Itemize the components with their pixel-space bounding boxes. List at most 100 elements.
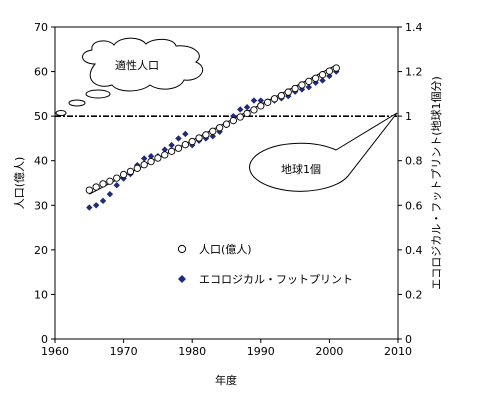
population-point — [243, 109, 251, 118]
footprint-point — [243, 104, 251, 111]
y2-tick-label: 0 — [405, 333, 412, 346]
cloud-bubble-small — [55, 110, 67, 116]
footprint-point — [168, 141, 175, 149]
y2-tick-label: 0.4 — [405, 244, 423, 257]
x-tick-label: 1960 — [41, 345, 69, 358]
population-point — [174, 144, 183, 152]
cloud-shape — [82, 37, 204, 92]
population-point — [250, 106, 258, 114]
population-point — [277, 91, 286, 100]
y-tick-label: 30 — [34, 199, 48, 212]
footprint-point — [113, 182, 120, 189]
footprint-point — [326, 72, 333, 80]
x-tick-label: 1980 — [178, 345, 206, 358]
thought-cloud-annotation: 適性人口 — [55, 37, 204, 116]
population-point — [126, 167, 135, 176]
legend-label-footprint: エコロジカル・フットプリント — [199, 273, 353, 286]
population-point — [270, 95, 279, 103]
x-tick-label: 1970 — [110, 345, 138, 358]
callout-shape — [249, 112, 398, 192]
x-axis-title: 年度 — [215, 373, 237, 387]
population-point — [140, 161, 148, 169]
y2-tick-label: 0.6 — [405, 199, 423, 212]
y-tick-label: 60 — [34, 66, 48, 79]
footprint-point — [140, 155, 148, 162]
footprint-point — [257, 97, 264, 104]
legend: 人口(億人) エコロジカル・フットプリント — [177, 243, 353, 286]
population-point — [291, 84, 299, 93]
population-point — [106, 177, 114, 185]
population-point — [284, 88, 292, 96]
population-point — [264, 98, 272, 106]
y-tick-label: 40 — [34, 155, 48, 168]
y2-axis-ticks: 0 0.2 0.4 0.6 0.8 1 1.2 1.4 — [398, 21, 423, 346]
y2-tick-label: 0.8 — [405, 155, 423, 168]
population-point — [236, 113, 244, 121]
population-point — [119, 170, 128, 179]
footprint-point — [86, 204, 93, 211]
legend-marker-footprint — [178, 275, 186, 283]
y2-tick-label: 1 — [405, 110, 412, 123]
footprint-point — [305, 83, 313, 91]
callout-label: 地球1個 — [281, 162, 321, 176]
population-point — [113, 174, 121, 182]
population-point — [161, 151, 169, 159]
population-series — [85, 64, 340, 194]
x-tick-label: 2000 — [315, 345, 343, 358]
footprint-point — [319, 77, 326, 84]
population-point — [318, 71, 327, 79]
x-tick-label: 2010 — [384, 345, 412, 358]
footprint-point — [237, 106, 244, 113]
footprint-point — [250, 97, 258, 104]
population-point — [202, 131, 210, 139]
population-point — [154, 154, 162, 162]
population-point — [99, 180, 107, 188]
y-tick-label: 70 — [34, 21, 48, 34]
population-point — [167, 147, 176, 156]
legend-marker-population — [177, 244, 187, 254]
y-tick-label: 0 — [41, 333, 48, 346]
population-point — [325, 67, 334, 75]
x-axis-ticks: 1960 1970 1980 1990 2000 2010 — [41, 339, 412, 358]
y2-axis-title: エコロジカル・フットプリント(地球1個分) — [429, 76, 443, 290]
footprint-point — [209, 133, 216, 140]
y2-tick-label: 1.4 — [405, 21, 423, 34]
population-point — [222, 120, 231, 128]
population-point — [215, 124, 224, 132]
population-point — [181, 141, 189, 149]
footprint-point — [182, 130, 189, 138]
population-point — [332, 64, 340, 72]
cloud-label: 適性人口 — [115, 58, 159, 72]
y-tick-label: 20 — [34, 244, 48, 257]
population-point — [195, 134, 203, 142]
y-axis-ticks: 0 10 20 30 40 50 60 70 — [34, 21, 55, 346]
footprint-point — [161, 146, 168, 153]
footprint-point — [92, 202, 100, 209]
y-axis-title: 人口(億人) — [13, 157, 26, 210]
population-point — [305, 77, 313, 86]
y-tick-label: 50 — [34, 110, 48, 123]
cloud-bubble-large — [85, 89, 111, 99]
cloud-bubble-medium — [68, 99, 86, 107]
population-point — [85, 186, 93, 194]
footprint-point — [99, 197, 107, 205]
population-point — [312, 74, 320, 82]
population-point — [133, 164, 141, 172]
population-point — [209, 127, 217, 135]
population-point — [147, 157, 155, 166]
x-tick-label: 1990 — [247, 345, 275, 358]
footprint-point — [147, 153, 155, 160]
y2-tick-label: 0.2 — [405, 288, 423, 301]
footprint-point — [106, 190, 114, 198]
population-point — [298, 81, 306, 89]
population-point — [188, 137, 196, 146]
population-point — [257, 102, 265, 110]
legend-label-population: 人口(億人) — [199, 243, 252, 256]
callout-annotation: 地球1個 — [249, 112, 398, 192]
population-point — [92, 183, 100, 191]
y-tick-label: 10 — [34, 288, 48, 301]
population-point — [229, 116, 238, 125]
footprint-point — [175, 135, 182, 142]
y2-tick-label: 1.2 — [405, 66, 423, 79]
